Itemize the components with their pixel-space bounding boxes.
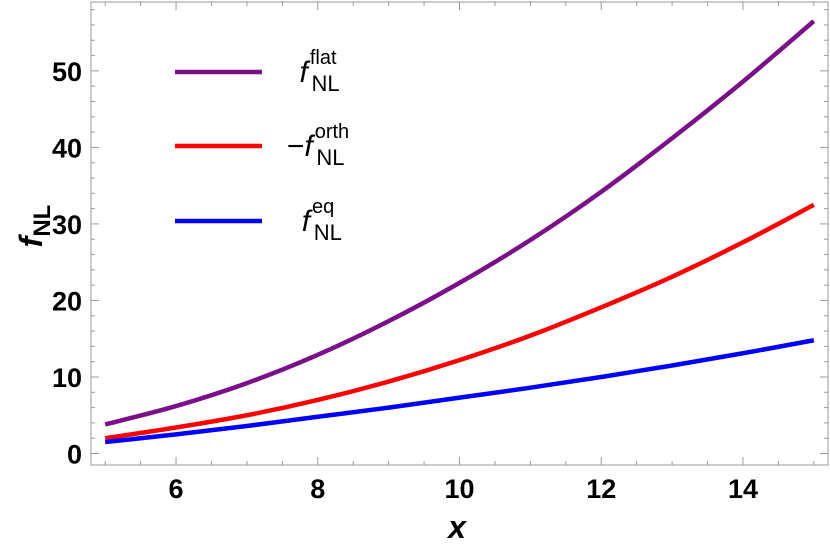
y-axis-title: fNL — [13, 205, 56, 248]
y-tick-label: 40 — [52, 133, 82, 163]
legend-label-flat: f flat — [299, 47, 336, 89]
axis-ticks — [91, 2, 828, 465]
x-tick-label: 8 — [310, 474, 325, 504]
x-tick-label: 14 — [728, 474, 758, 504]
x-tick-label: 10 — [444, 474, 474, 504]
legend-sup: eq — [312, 196, 334, 218]
legend-label-eq: f eq — [302, 196, 335, 238]
legend-sup: orth — [315, 121, 349, 143]
y-axis-title-sub: NL — [29, 205, 56, 237]
x-tick-label: 6 — [169, 474, 184, 504]
legend-sub-eq: NL — [314, 220, 342, 245]
legend-main: f — [304, 130, 315, 163]
x-tick-label: 12 — [586, 474, 616, 504]
legend-sub-flat: NL — [311, 71, 339, 96]
legend-prefix: − — [287, 130, 305, 163]
y-tick-label: 30 — [52, 210, 82, 240]
y-tick-label: 0 — [67, 440, 82, 470]
x-axis-title: x — [446, 509, 467, 545]
y-tick-label: 10 — [52, 363, 82, 393]
y-tick-label: 20 — [52, 286, 82, 316]
legend-sub-orth: NL — [316, 145, 344, 170]
legend-main: f — [302, 205, 313, 238]
series-line-orth — [104, 202, 815, 441]
tick-labels: 6 8 10 12 14 0 10 20 30 40 50 — [52, 57, 758, 504]
series-line-flat — [104, 19, 816, 427]
y-tick-label: 50 — [52, 57, 82, 87]
legend-sup: flat — [310, 47, 337, 69]
legend-label-orth: −f orth — [287, 121, 349, 163]
series-lines — [104, 19, 816, 445]
series-line-eq — [104, 338, 815, 445]
y-axis-title-main: f — [13, 233, 49, 247]
legend-main: f — [299, 56, 310, 89]
